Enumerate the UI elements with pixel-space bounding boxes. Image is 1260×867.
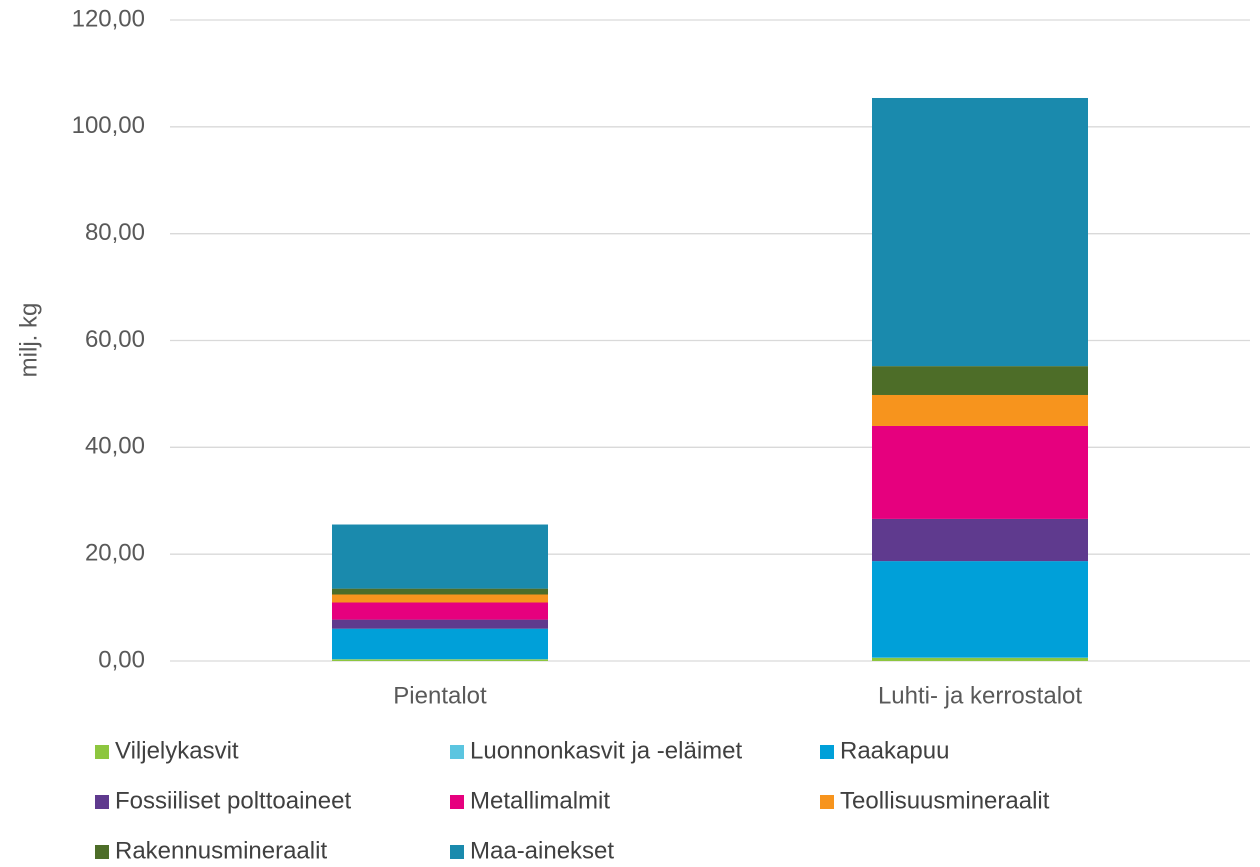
bar-segment — [332, 659, 548, 661]
y-tick-label: 40,00 — [85, 433, 145, 460]
legend-label: Metallimalmit — [470, 787, 610, 814]
legend-label: Rakennusmineraalit — [115, 837, 327, 864]
bar-segment — [332, 594, 548, 603]
legend-swatch — [450, 795, 464, 809]
bar-segment — [332, 588, 548, 595]
legend-label: Fossiiliset polttoaineet — [115, 787, 351, 814]
y-tick-label: 80,00 — [85, 219, 145, 246]
bar-segment — [872, 518, 1088, 562]
bar-segment — [872, 366, 1088, 395]
y-tick-label: 120,00 — [72, 5, 145, 32]
legend-label: Viljelykasvit — [115, 737, 239, 764]
bar-segment — [332, 602, 548, 620]
bar-segment — [872, 561, 1088, 658]
bar-segment — [332, 619, 548, 629]
legend-swatch — [95, 795, 109, 809]
legend-label: Maa-ainekset — [470, 837, 614, 864]
bar-segment — [332, 628, 548, 660]
legend-label: Teollisuusmineraalit — [840, 787, 1050, 814]
legend-swatch — [95, 745, 109, 759]
x-tick-label: Luhti- ja kerrostalot — [878, 682, 1082, 709]
bar-segment — [872, 394, 1088, 426]
x-tick-label: Pientalot — [393, 682, 487, 709]
legend-swatch — [95, 845, 109, 859]
y-tick-label: 100,00 — [72, 112, 145, 139]
y-tick-label: 60,00 — [85, 326, 145, 353]
legend-label: Raakapuu — [840, 737, 949, 764]
legend-swatch — [820, 795, 834, 809]
legend-swatch — [450, 745, 464, 759]
bar-segment — [332, 524, 548, 589]
bar-segment — [872, 425, 1088, 519]
legend-swatch — [820, 745, 834, 759]
bar-segment — [872, 97, 1088, 367]
legend-swatch — [450, 845, 464, 859]
legend-label: Luonnonkasvit ja -eläimet — [470, 737, 742, 764]
bar-segment — [872, 657, 1088, 661]
y-tick-label: 20,00 — [85, 540, 145, 567]
y-tick-label: 0,00 — [98, 646, 145, 673]
y-axis-label: milj. kg — [15, 303, 42, 378]
